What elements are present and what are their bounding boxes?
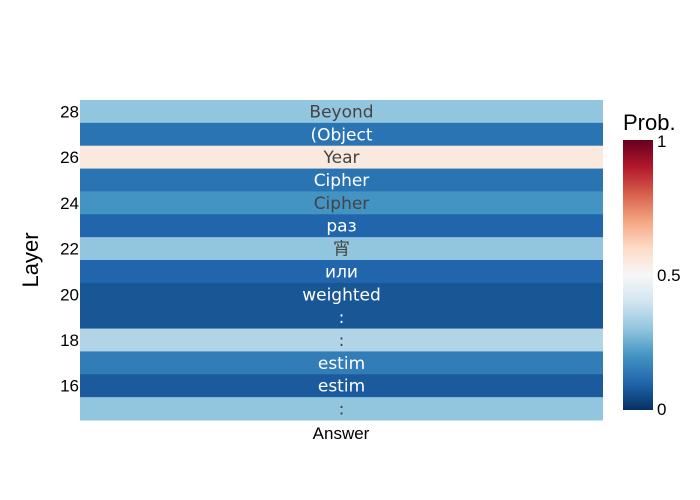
heatmap-cell-layer-18 (80, 328, 603, 352)
heatmap-cell-layer-19 (80, 305, 603, 330)
colorbar-tick-max: 1 (657, 132, 666, 151)
cell-token-label: : (339, 308, 345, 328)
cell-token-label: Beyond (309, 102, 373, 122)
heatmap-cell-layer-17 (80, 351, 603, 375)
y-tick-label: 18 (60, 331, 79, 350)
cell-token-label: Cipher (314, 171, 370, 191)
cell-token-label: estim (318, 377, 365, 397)
x-tick-label: Answer (313, 424, 370, 443)
y-tick-label: 22 (60, 240, 79, 259)
cell-token-label: раз (326, 217, 356, 237)
heatmap-cell-layer-27 (80, 122, 603, 147)
cell-token-label: 宵 (333, 240, 350, 260)
heatmap-cell-layer-22 (80, 237, 603, 261)
y-tick-labels: 28 26 24 22 20 18 16 (60, 102, 79, 395)
y-axis-title: Layer (18, 232, 43, 287)
y-tick-label: 16 (60, 377, 79, 396)
y-tick-label: 26 (60, 148, 79, 167)
heatmap-cell-layer-23 (80, 214, 603, 238)
cell-token-label: : (339, 400, 345, 420)
cell-token-label: weighted (302, 285, 381, 305)
heatmap-cell-layer-26 (80, 145, 603, 170)
colorbar-tick-mid: 0.5 (657, 266, 681, 285)
colorbar-title: Prob. (623, 110, 676, 135)
colorbar (623, 140, 653, 410)
cell-token-label: (Object (311, 125, 373, 145)
cell-token-label: Cipher (314, 194, 370, 214)
heatmap-cell-layer-20 (80, 282, 603, 307)
cell-token-label: Year (323, 148, 360, 168)
y-tick-label: 28 (60, 102, 79, 121)
y-tick-label: 20 (60, 285, 79, 304)
heatmap-cell-layer-28 (80, 100, 603, 124)
colorbar-tick-min: 0 (657, 400, 666, 419)
cell-token-label: или (325, 262, 358, 282)
cell-token-label: estim (318, 354, 365, 374)
y-tick-label: 24 (60, 194, 79, 213)
heatmap-cell-layer-24 (80, 191, 603, 215)
heatmap-cell-layer-25 (80, 168, 603, 192)
heatmap-cell-layer-16 (80, 374, 603, 398)
heatmap-cell-layer-21 (80, 260, 603, 284)
cell-token-label: : (339, 331, 345, 351)
heatmap-cell-layer-15 (80, 397, 603, 421)
